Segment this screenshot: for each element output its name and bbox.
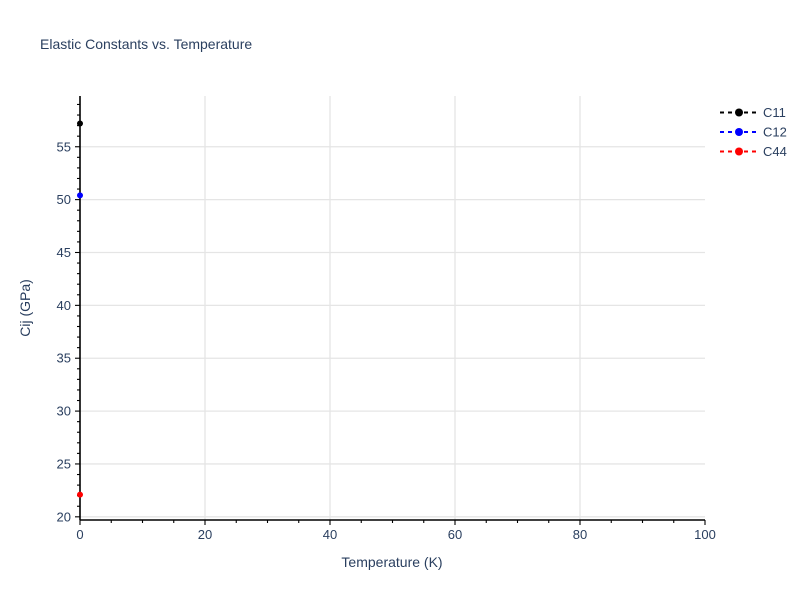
legend-marker-C11	[735, 108, 743, 117]
legend-item-C12[interactable]: C12	[720, 125, 787, 140]
chart-title: Elastic Constants vs. Temperature	[40, 36, 252, 52]
y-tick-label: 20	[57, 509, 71, 524]
data-point-C12	[77, 192, 83, 199]
y-tick-label: 50	[57, 192, 71, 207]
legend-marker-C12	[735, 128, 743, 136]
legend: C11 C12 C44	[720, 105, 787, 159]
y-tick-label: 55	[57, 139, 71, 154]
y-tick-label: 35	[57, 351, 71, 366]
legend-label-C12: C12	[763, 125, 787, 140]
y-tick-label: 25	[57, 456, 71, 471]
y-tick-label: 40	[57, 298, 71, 313]
x-tick-label: 0	[76, 527, 83, 542]
x-tick-label: 100	[694, 527, 716, 542]
y-tick-label: 45	[57, 245, 71, 260]
series-C44	[77, 491, 83, 498]
x-tick-label: 80	[573, 527, 587, 542]
axis-layer	[75, 96, 706, 525]
x-tick-label: 20	[198, 527, 212, 542]
legend-item-C44[interactable]: C44	[720, 144, 787, 159]
legend-label-C44: C44	[763, 144, 787, 159]
tick-label-layer: 0 20 40 60 80 100 20 25 30 35 40 45 50 55	[57, 139, 716, 542]
series-C12	[77, 192, 83, 199]
data-point-C44	[77, 491, 83, 498]
x-axis-title: Temperature (K)	[341, 554, 442, 570]
grid-layer	[80, 96, 705, 520]
x-tick-label: 40	[323, 527, 337, 542]
legend-marker-C44	[735, 147, 743, 156]
series-layer	[77, 120, 83, 498]
y-tick-label: 30	[57, 404, 71, 419]
data-point-C11	[77, 120, 83, 127]
legend-label-C11: C11	[763, 105, 786, 120]
y-axis-title: Cij (GPa)	[17, 279, 33, 337]
series-C11	[77, 120, 83, 127]
x-tick-label: 60	[448, 527, 462, 542]
legend-item-C11[interactable]: C11	[720, 105, 786, 120]
